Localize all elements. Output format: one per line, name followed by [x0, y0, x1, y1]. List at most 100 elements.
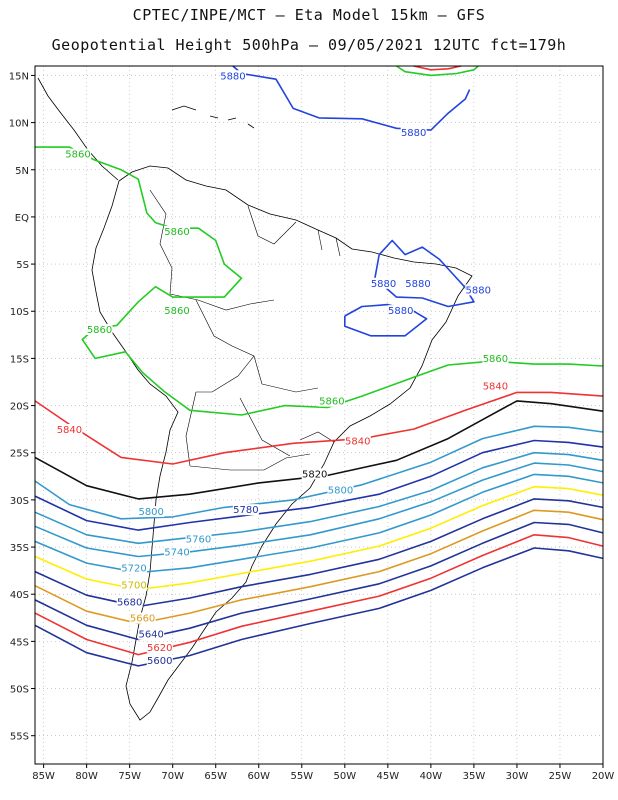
contour-label: 5860: [87, 325, 112, 336]
contour-label-bg: [370, 277, 397, 289]
contour-label: 5880: [371, 279, 396, 290]
contour-label: 5880: [405, 279, 430, 290]
lon-tick-label: 25W: [549, 771, 572, 782]
contour-5720: [34, 473, 604, 574]
contour-label-bg: [138, 628, 165, 640]
contour-5880-north: [232, 65, 471, 131]
lat-tick-label: 10N: [9, 119, 29, 130]
contour-label-bg: [344, 435, 371, 447]
contour-5840: [34, 391, 604, 465]
contour-label: 5880: [388, 306, 413, 317]
contour-label-bg: [120, 579, 147, 591]
lon-tick-label: 70W: [161, 771, 184, 782]
contour-label-bg: [164, 225, 190, 237]
lat-tick-label: 20S: [10, 402, 29, 413]
lon-tick-label: 55W: [290, 771, 313, 782]
contour-label-bg: [404, 277, 431, 289]
contour-label: 5800: [138, 507, 163, 518]
central-america-coastline: [37, 77, 119, 181]
longitude-ticks: 85W 80W 75W 70W 65W 60W 55W 50W 45W 40W 35W 30W 25W 2…: [32, 764, 614, 782]
contour-5780: [34, 439, 604, 531]
lat-tick-label: 15S: [10, 354, 29, 365]
contour-5740: [34, 462, 604, 558]
contour-5640: [34, 521, 604, 641]
map-frame: [34, 65, 604, 765]
lat-tick-label: 45S: [10, 637, 29, 648]
contour-label-bg: [301, 468, 328, 480]
contour-label: 5800: [328, 485, 353, 496]
contour-label-bg: [56, 423, 83, 435]
contour-5860-north: [35, 146, 604, 416]
lat-tick-label: 50S: [10, 685, 29, 696]
contour-label: 5860: [319, 397, 344, 408]
contour-label-bg: [116, 596, 143, 608]
lat-tick-label: 30S: [10, 496, 29, 507]
contour-label-bg: [185, 533, 212, 545]
lon-tick-label: 30W: [506, 771, 529, 782]
coastline-borders: [37, 77, 473, 721]
contour-label: 5840: [57, 425, 82, 436]
latitude-ticks: 15N 10N 5N EQ 5S 10S 15S 20S 25S 30S 35S 40S 45S 50S 5…: [9, 71, 35, 743]
contour-label: 5700: [121, 581, 146, 592]
lat-tick-label: 10S: [10, 307, 29, 318]
contour-label-bg: [164, 546, 190, 558]
lon-tick-label: 75W: [118, 771, 141, 782]
contour-label: 5840: [483, 382, 508, 393]
lon-tick-label: 50W: [334, 771, 357, 782]
contour-label-bg: [400, 126, 427, 138]
lat-tick-label: 35S: [10, 543, 29, 554]
contour-label: 5880: [401, 128, 426, 139]
contour-5820: [34, 400, 604, 500]
contour-label-bg: [465, 284, 492, 296]
lon-tick-label: 40W: [420, 771, 443, 782]
lon-tick-label: 45W: [377, 771, 400, 782]
lat-tick-label: 15N: [9, 71, 29, 82]
contour-label: 5880: [220, 71, 245, 82]
lat-tick-label: 5N: [15, 166, 29, 177]
contour-label-bg: [164, 305, 190, 317]
contour-label: 5740: [164, 548, 189, 559]
contour-label: 5640: [138, 630, 163, 641]
contour-label: 5880: [465, 285, 490, 296]
south-america-coastline: [91, 165, 473, 721]
graticule-grid: [35, 66, 604, 764]
title-line-2: Geopotential Height 500hPa – 09/05/2021 …: [51, 36, 567, 54]
title-line-1: CPTEC/INPE/MCT – Eta Model 15km – GFS: [132, 6, 486, 24]
contour-label: 5780: [233, 505, 258, 516]
contour-label-bg: [318, 395, 345, 407]
geopotential-contours: [34, 65, 604, 667]
contour-label: 5620: [147, 643, 172, 654]
contour-label: 5660: [130, 614, 155, 625]
contour-5760: [34, 451, 604, 545]
contour-label-bg: [65, 148, 92, 160]
contour-5680: [34, 498, 604, 608]
contour-label-bg: [120, 562, 147, 574]
lat-tick-label: 25S: [10, 449, 29, 460]
contour-label: 5860: [65, 150, 90, 161]
contour-label: 5820: [302, 469, 327, 480]
lat-tick-label: 5S: [16, 260, 29, 271]
lon-tick-label: 80W: [75, 771, 98, 782]
contour-label-bg: [219, 70, 246, 82]
contour-label: 5600: [147, 656, 172, 667]
contour-label-bg: [146, 641, 173, 653]
contour-label-bg: [387, 305, 414, 317]
contour-label-bg: [138, 506, 165, 518]
contour-5700: [34, 485, 604, 591]
contour-5860-top: [396, 65, 479, 77]
contour-label: 5860: [164, 227, 189, 238]
contour-label-bg: [146, 655, 173, 667]
contour-label: 5840: [345, 436, 370, 447]
contour-labels: 5880 5880 5880 5880 5880 5880 5860 5860 5860 5860…: [56, 70, 509, 667]
contour-label: 5760: [186, 534, 211, 545]
contour-5880-central: [344, 303, 428, 337]
country-borders: [149, 189, 341, 471]
lon-tick-label: 65W: [204, 771, 227, 782]
lat-tick-label: 40S: [10, 590, 29, 601]
contour-label-bg: [482, 353, 509, 365]
contour-label: 5860: [483, 354, 508, 365]
lon-tick-label: 35W: [463, 771, 486, 782]
lat-tick-label: EQ: [15, 213, 29, 224]
contour-label: 5860: [164, 306, 189, 317]
